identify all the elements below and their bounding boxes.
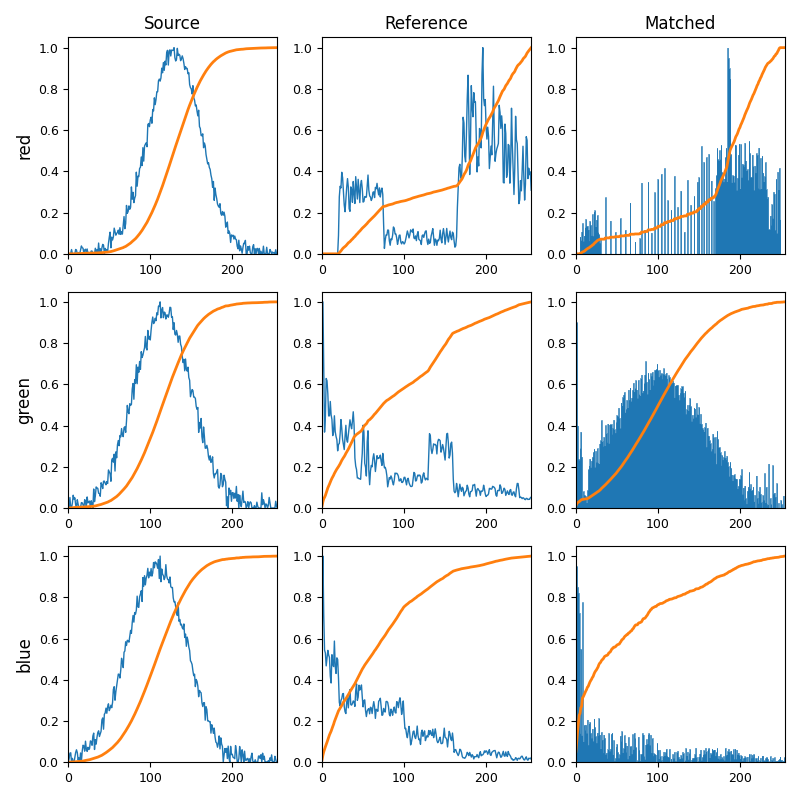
Y-axis label: green: green — [15, 376, 33, 424]
Title: Source: Source — [144, 15, 202, 33]
Y-axis label: red: red — [15, 132, 33, 159]
Title: Reference: Reference — [385, 15, 469, 33]
Y-axis label: blue: blue — [15, 636, 33, 672]
Title: Matched: Matched — [645, 15, 716, 33]
